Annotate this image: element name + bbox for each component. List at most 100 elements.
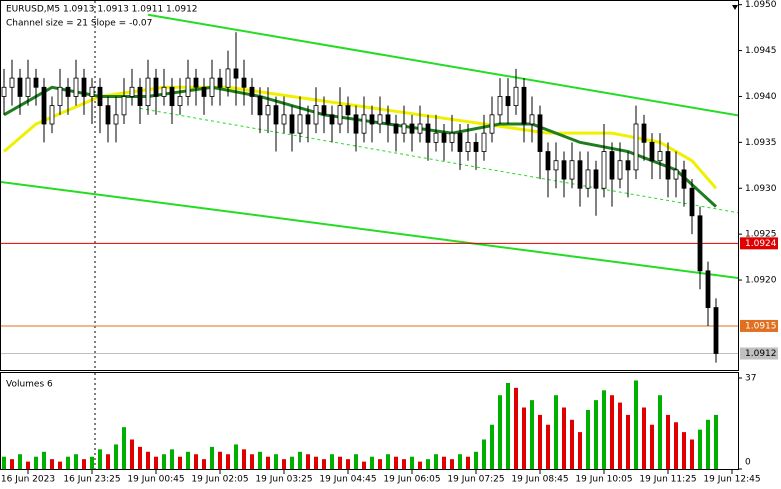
candle-body xyxy=(393,123,399,134)
volume-bar xyxy=(66,456,70,469)
volume-bar xyxy=(314,456,318,469)
volume-bar xyxy=(458,454,462,469)
candle-body xyxy=(505,96,511,107)
volume-bar xyxy=(666,414,670,469)
volume-bar xyxy=(26,461,30,469)
candle-body xyxy=(65,86,71,97)
volume-bar xyxy=(202,459,206,469)
volume-bar xyxy=(658,395,662,469)
price-label-box xyxy=(740,319,778,332)
volume-bar xyxy=(250,454,254,469)
candle-body xyxy=(617,160,623,180)
candle-body xyxy=(193,77,199,88)
candle-body xyxy=(257,96,263,116)
volume-bar xyxy=(162,454,166,469)
main-panel xyxy=(0,0,739,371)
volume-bar xyxy=(538,414,542,469)
volume-bar xyxy=(642,407,646,469)
volume-bar xyxy=(290,456,294,469)
candle-body xyxy=(689,187,695,217)
candle-body xyxy=(609,151,615,180)
candle-body xyxy=(9,77,15,88)
candle-body xyxy=(241,77,247,88)
volume-bar xyxy=(114,444,118,469)
candle-body xyxy=(497,96,503,116)
volume-bar xyxy=(362,461,366,469)
volume-bar xyxy=(426,459,430,469)
volume-bar xyxy=(18,454,22,469)
volume-bar xyxy=(50,459,54,469)
candle-body xyxy=(585,169,591,189)
volume-bar xyxy=(90,456,94,469)
price-label: 1.0924 xyxy=(745,239,777,249)
candle-body xyxy=(81,77,87,97)
candle-body xyxy=(233,68,239,79)
candle-body xyxy=(681,169,687,189)
candle-body xyxy=(345,105,351,116)
candle-body xyxy=(577,160,583,189)
volume-bar xyxy=(98,449,102,469)
volume-plot xyxy=(2,380,718,469)
candle-body xyxy=(481,132,487,152)
volume-bar xyxy=(714,414,718,469)
volume-panel xyxy=(0,372,739,470)
candle-body xyxy=(25,77,31,97)
volume-bar xyxy=(210,446,214,469)
volume-bar xyxy=(514,387,518,469)
shift-marker xyxy=(732,5,738,10)
volume-bar xyxy=(170,449,174,469)
volume-title: Volumes 6 xyxy=(6,380,53,390)
volume-bar xyxy=(330,454,334,469)
candle-body xyxy=(473,141,479,152)
volume-bar xyxy=(650,424,654,469)
candle-body xyxy=(521,86,527,125)
volume-bar xyxy=(258,451,262,469)
volume-bar xyxy=(138,446,142,469)
price-plot xyxy=(1,13,738,363)
annotation: Channel size = 21 Slope = -0.07 xyxy=(6,19,152,29)
candle-body xyxy=(697,215,703,272)
x-tick-label: 19 Jun 02:05 xyxy=(191,475,248,485)
volume-bar xyxy=(682,432,686,469)
candle-body xyxy=(57,86,63,107)
volume-bar xyxy=(266,456,270,469)
x-tick-label: 19 Jun 12:45 xyxy=(703,475,760,485)
volume-bar xyxy=(386,454,390,469)
y-tick-label: 1.0945 xyxy=(745,46,777,56)
volume-bar xyxy=(402,459,406,469)
volume-bar xyxy=(234,444,238,469)
candle-body xyxy=(321,105,327,116)
volume-bar xyxy=(226,454,230,469)
volume-bar xyxy=(306,454,310,469)
y-tick-label: 37 xyxy=(745,374,756,384)
volume-bar xyxy=(370,456,374,469)
candle-body xyxy=(529,114,535,125)
y-tick-label: 1.0950 xyxy=(745,0,777,10)
candle-body xyxy=(657,151,663,162)
volume-bar xyxy=(378,459,382,469)
candle-body xyxy=(129,86,135,97)
candle-body xyxy=(305,114,311,125)
volume-bar xyxy=(2,456,6,469)
x-tick-label: 19 Jun 00:45 xyxy=(127,475,184,485)
candle-body xyxy=(561,160,567,180)
volume-bar xyxy=(282,459,286,469)
candle-body xyxy=(593,169,599,189)
volume-bar xyxy=(594,400,598,469)
candle-body xyxy=(161,86,167,97)
candle-body xyxy=(641,123,647,143)
volume-bar xyxy=(338,456,342,469)
x-tick-label: 16 Jun 23:25 xyxy=(63,475,120,485)
candle-body xyxy=(273,105,279,125)
candle-body xyxy=(401,123,407,134)
candle-body xyxy=(265,105,271,116)
candle-body xyxy=(489,114,495,134)
volume-bar xyxy=(418,461,422,469)
volume-bar xyxy=(546,424,550,469)
price-label: 1.0915 xyxy=(745,321,777,331)
candle-body xyxy=(713,307,719,354)
volume-bar xyxy=(194,454,198,469)
x-tick-label: 19 Jun 10:05 xyxy=(575,475,632,485)
candle-body xyxy=(329,114,335,125)
